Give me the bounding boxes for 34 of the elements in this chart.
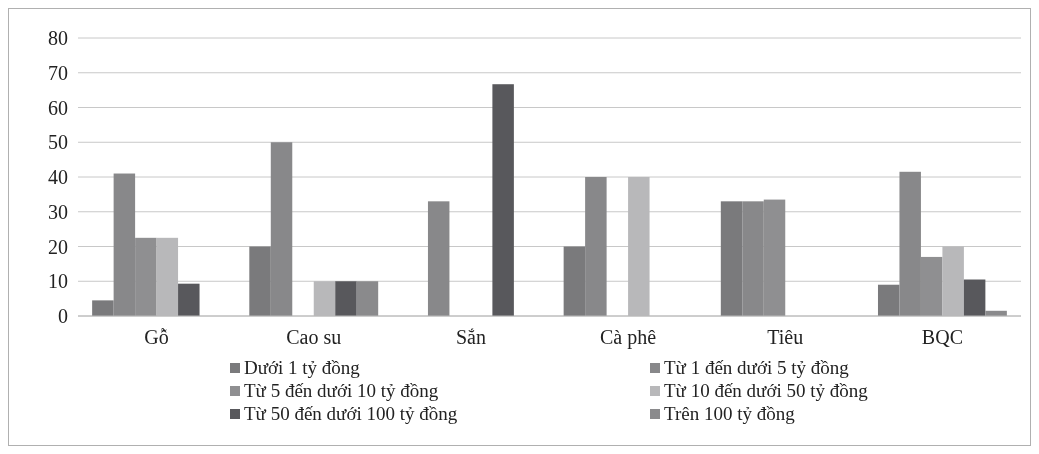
y-tick-label: 80 xyxy=(48,27,68,49)
bar xyxy=(92,300,114,316)
bar xyxy=(427,201,450,316)
x-tick-label: Tiêu xyxy=(767,326,804,348)
y-tick-label: 0 xyxy=(58,305,68,327)
legend-label: Từ 10 đến dưới 50 tỷ đồng xyxy=(664,380,869,401)
bar xyxy=(356,281,379,316)
y-tick-label: 50 xyxy=(48,131,68,154)
legend-label: Dưới 1 tỷ đồng xyxy=(244,357,361,378)
bar xyxy=(563,246,586,316)
bar xyxy=(963,279,986,316)
bar xyxy=(492,84,514,316)
bar xyxy=(585,177,607,316)
legend-label: Từ 50 đến dưới 100 tỷ đồng xyxy=(244,403,458,424)
bar xyxy=(335,281,357,316)
x-tick-label: Cao su xyxy=(286,326,342,348)
bar xyxy=(877,284,900,316)
y-tick-label: 20 xyxy=(48,235,68,258)
legend-label: Từ 1 đến dưới 5 tỷ đồng xyxy=(664,357,850,378)
legend-label: Trên 100 tỷ đồng xyxy=(664,403,796,424)
x-tick-label: Cà phê xyxy=(600,326,657,349)
bar xyxy=(178,283,200,316)
x-tick-label: Gỗ xyxy=(144,326,169,348)
y-tick-label: 10 xyxy=(48,270,68,293)
bar xyxy=(249,246,271,316)
y-tick-label: 40 xyxy=(48,166,68,188)
legend-label: Từ 5 đến dưới 10 tỷ đồng xyxy=(244,380,439,401)
x-tick-label: BQC xyxy=(921,326,963,348)
x-tick-label: Sắn xyxy=(455,326,486,348)
bar xyxy=(720,201,743,316)
y-tick-label: 30 xyxy=(48,200,68,223)
y-tick-label: 60 xyxy=(48,96,68,119)
bar xyxy=(270,142,293,316)
y-tick-label: 70 xyxy=(48,61,68,84)
